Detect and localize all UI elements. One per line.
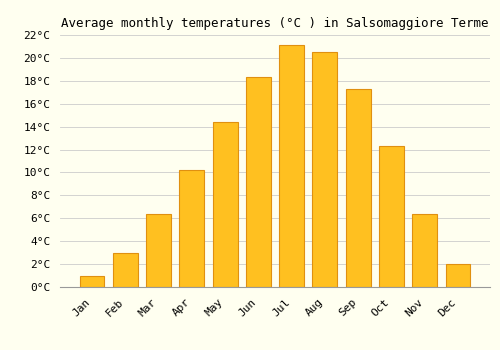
Title: Average monthly temperatures (°C ) in Salsomaggiore Terme: Average monthly temperatures (°C ) in Sa… <box>61 17 489 30</box>
Bar <box>180 170 204 287</box>
Bar <box>379 146 404 287</box>
Bar <box>346 89 370 287</box>
Bar <box>279 45 304 287</box>
Bar <box>113 253 138 287</box>
Bar <box>312 52 338 287</box>
Bar <box>412 214 437 287</box>
Bar <box>80 275 104 287</box>
Bar <box>212 122 238 287</box>
Bar <box>246 77 271 287</box>
Bar <box>446 264 470 287</box>
Bar <box>146 214 171 287</box>
